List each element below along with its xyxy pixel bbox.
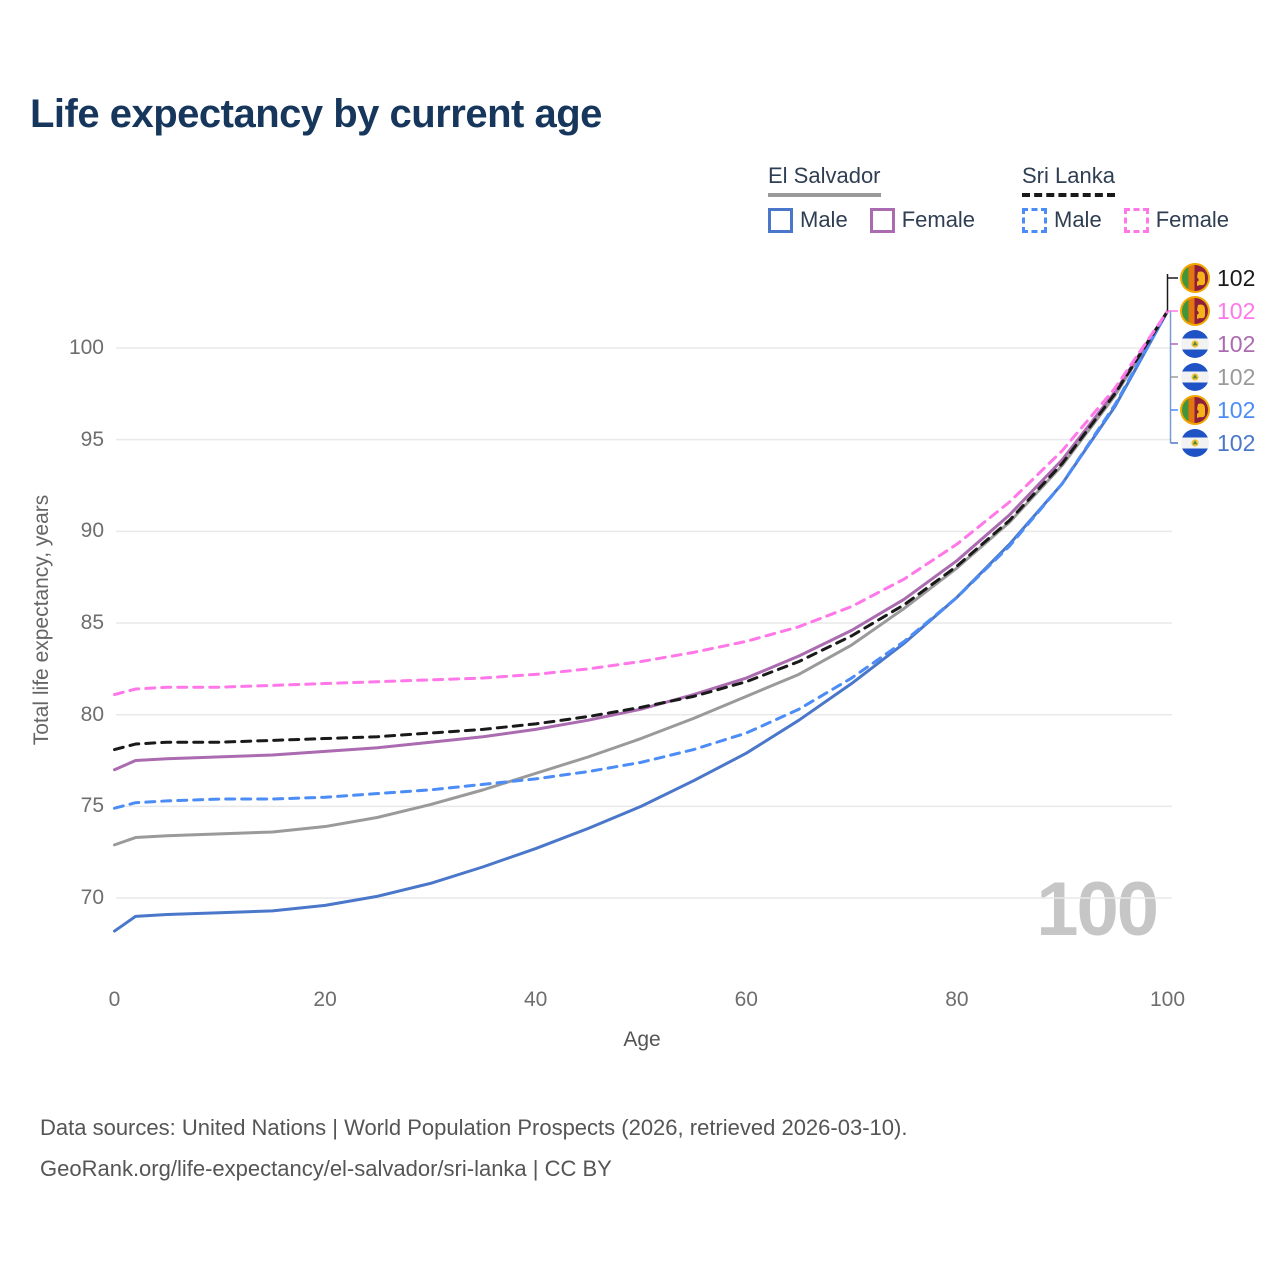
legend-group-sri-lanka: Sri Lanka Male Female [1022, 163, 1229, 233]
y-axis-title: Total life expectancy, years [30, 494, 53, 746]
series-line-el-salvador-male[interactable] [113, 309, 1169, 933]
legend-items: Male Female [1022, 207, 1229, 233]
y-tick-label: 70 [80, 886, 104, 910]
legend-item-label: Male [1054, 207, 1102, 232]
sri-lanka-flag-icon [1180, 395, 1210, 425]
legend-items: Male Female [768, 207, 975, 233]
legend-item-label: Female [1155, 207, 1230, 232]
end-label-row: 102 [1180, 295, 1255, 327]
end-label-row: 102 [1180, 427, 1255, 459]
end-value-label: 102 [1217, 297, 1256, 324]
series-line-sri-lanka-both[interactable] [113, 309, 1169, 752]
legend-country-label[interactable]: Sri Lanka [1022, 163, 1115, 197]
x-tick-label: 40 [524, 988, 548, 1011]
legend-item-label: Male [800, 207, 848, 232]
legend-item-el-salvador-female[interactable]: Female [869, 207, 976, 233]
y-tick-label: 85 [80, 611, 104, 635]
series-line-sri-lanka-female[interactable] [113, 309, 1169, 697]
end-value-label: 102 [1217, 330, 1256, 357]
x-tick-label: 80 [945, 988, 969, 1011]
footer-sources: Data sources: United Nations | World Pop… [40, 1115, 908, 1140]
end-label-row: 102 [1180, 394, 1255, 426]
el-salvador-flag-icon [1180, 428, 1210, 458]
legend-swatch-icon [1123, 207, 1149, 233]
x-tick-label: 60 [734, 988, 758, 1011]
el-salvador-flag-icon [1180, 362, 1210, 392]
age-watermark: 100 [1036, 867, 1159, 952]
legend-swatch-icon [1022, 207, 1047, 233]
legend-group-el-salvador: El Salvador Male Female [768, 163, 975, 233]
series-line-el-salvador-both[interactable] [113, 309, 1169, 847]
series-line-el-salvador-female[interactable] [113, 309, 1169, 772]
end-value-label: 102 [1217, 363, 1256, 390]
legend-item-el-salvador-male[interactable]: Male [768, 207, 848, 233]
sri-lanka-flag-icon [1180, 296, 1210, 326]
end-label-row: 102 [1180, 328, 1255, 360]
series-line-sri-lanka-male[interactable] [113, 309, 1169, 810]
y-tick-label: 95 [80, 427, 104, 451]
legend-item-sri-lanka-male[interactable]: Male [1022, 207, 1102, 233]
footer-attribution: GeoRank.org/life-expectancy/el-salvador/… [40, 1155, 612, 1181]
page-title: Life expectancy by current age [30, 92, 602, 136]
end-value-label: 102 [1217, 264, 1256, 291]
el-salvador-flag-icon [1180, 329, 1210, 359]
footer: Data sources: United Nations | World Pop… [40, 1108, 907, 1189]
x-axis-title: Age [623, 1028, 661, 1051]
legend-swatch-icon [768, 207, 793, 233]
sri-lanka-flag-icon [1180, 263, 1210, 293]
x-tick-label: 20 [313, 988, 337, 1011]
y-tick-label: 80 [80, 702, 104, 726]
end-value-label: 102 [1217, 429, 1256, 456]
end-value-label: 102 [1217, 396, 1256, 423]
end-label-row: 102 [1180, 361, 1255, 393]
x-tick-label: 0 [108, 988, 121, 1011]
end-label-row: 102 [1180, 262, 1255, 294]
y-tick-label: 100 [68, 336, 104, 359]
y-tick-label: 90 [80, 519, 104, 543]
y-tick-label: 75 [80, 794, 104, 818]
legend-item-label: Female [901, 207, 976, 232]
legend-item-sri-lanka-female[interactable]: Female [1123, 207, 1230, 233]
x-tick-label: 100 [1149, 988, 1186, 1011]
legend-country-label[interactable]: El Salvador [768, 163, 881, 197]
legend-swatch-icon [869, 207, 895, 233]
